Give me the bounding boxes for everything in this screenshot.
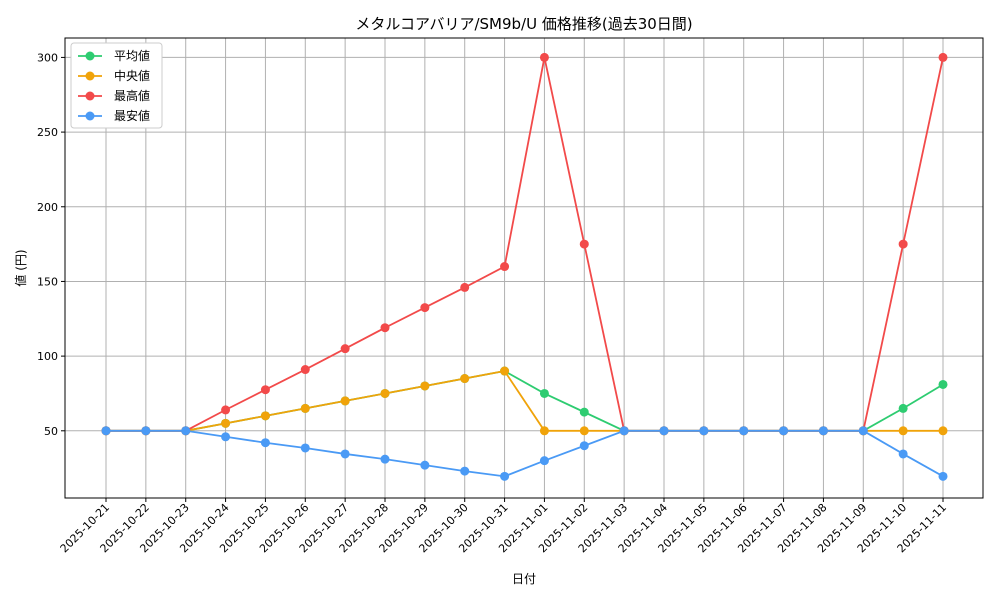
data-point — [739, 426, 749, 436]
series-1 — [101, 366, 948, 436]
data-point — [380, 323, 390, 333]
data-point — [699, 426, 709, 436]
series-line — [106, 57, 944, 432]
series-3 — [101, 426, 948, 481]
data-point — [260, 411, 270, 421]
legend-marker — [85, 91, 95, 101]
data-point — [938, 52, 948, 62]
data-point — [300, 365, 310, 375]
y-axis-label: 値 (円) — [13, 249, 28, 286]
data-point — [858, 426, 868, 436]
chart-title: メタルコアバリア/SM9b/U 価格推移(過去30日間) — [355, 15, 692, 33]
series-2 — [101, 52, 948, 436]
data-point — [420, 303, 430, 313]
y-tick-label: 300 — [37, 51, 58, 64]
data-point — [898, 426, 908, 436]
data-point — [659, 426, 669, 436]
data-point — [898, 403, 908, 413]
legend-label: 平均値 — [114, 48, 150, 63]
legend-marker — [85, 71, 95, 81]
data-point — [579, 441, 589, 451]
legend-marker — [85, 51, 95, 61]
legend-label: 最安値 — [114, 108, 150, 123]
data-point — [221, 432, 231, 442]
data-point — [300, 443, 310, 453]
data-point — [221, 405, 231, 415]
data-point — [460, 282, 470, 292]
plot-frame — [64, 37, 984, 499]
legend-marker — [85, 111, 95, 121]
data-point — [579, 426, 589, 436]
series-line — [106, 429, 944, 478]
x-axis-label: 日付 — [512, 572, 536, 586]
data-point — [460, 374, 470, 384]
data-point — [380, 454, 390, 464]
data-point — [539, 52, 549, 62]
data-point — [619, 426, 629, 436]
data-point — [101, 426, 111, 436]
data-point — [420, 460, 430, 470]
data-point — [539, 456, 549, 466]
data-point — [818, 426, 828, 436]
data-point — [898, 449, 908, 459]
data-point — [938, 379, 948, 389]
data-point — [938, 471, 948, 481]
y-tick-label: 50 — [44, 425, 58, 438]
data-point — [260, 438, 270, 448]
data-point — [340, 449, 350, 459]
data-point — [340, 344, 350, 354]
data-point — [460, 466, 470, 476]
y-tick-label: 150 — [37, 275, 58, 288]
data-point — [500, 366, 510, 376]
y-tick-label: 250 — [37, 126, 58, 139]
data-point — [181, 426, 191, 436]
data-point — [539, 426, 549, 436]
data-point — [779, 426, 789, 436]
legend-label: 中央値 — [114, 68, 150, 83]
data-point — [938, 426, 948, 436]
series-line — [106, 370, 943, 432]
data-point — [579, 239, 589, 249]
data-point — [141, 426, 151, 436]
y-tick-label: 200 — [37, 201, 58, 214]
legend-box — [70, 42, 163, 129]
data-point — [579, 407, 589, 417]
legend-label: 最高値 — [114, 88, 150, 103]
data-point — [898, 239, 908, 249]
data-point — [380, 388, 390, 398]
data-point — [539, 388, 549, 398]
data-point — [260, 385, 270, 395]
y-tick-label: 100 — [37, 350, 58, 363]
data-point — [340, 396, 350, 406]
data-point — [500, 262, 510, 272]
data-point — [500, 471, 510, 481]
data-point — [221, 418, 231, 428]
data-point — [300, 403, 310, 413]
data-point — [420, 381, 430, 391]
